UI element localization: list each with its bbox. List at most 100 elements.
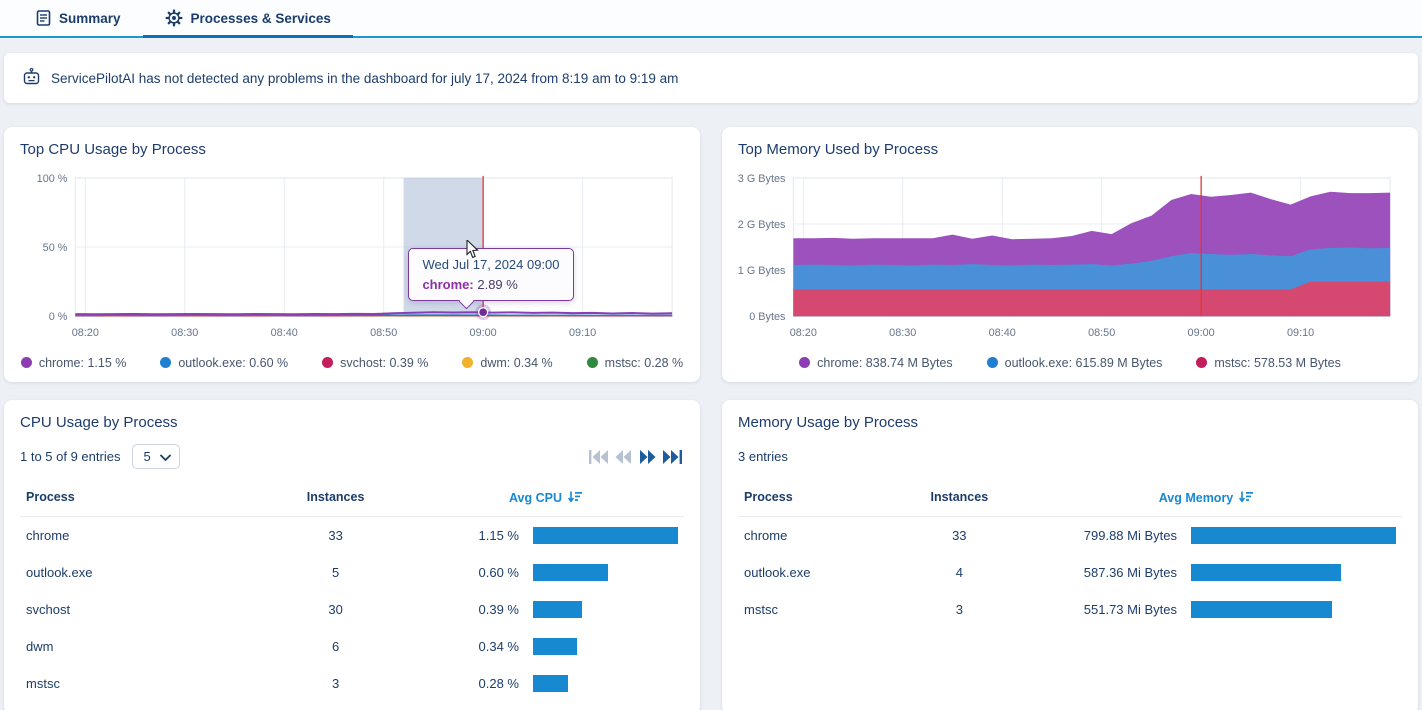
tooltip-date: Wed Jul 17, 2024 09:00	[422, 257, 560, 272]
svg-text:2 G Bytes: 2 G Bytes	[738, 219, 786, 231]
legend-item[interactable]: mstsc: 578.53 M Bytes	[1196, 356, 1341, 370]
svg-text:3 G Bytes: 3 G Bytes	[738, 173, 786, 185]
sort-descending-icon	[567, 490, 582, 506]
panel-grid: Top CPU Usage by Process 100 % 50 % 0 % 08:…	[4, 127, 1418, 710]
cpu-table-header: Process Instances Avg CPU	[20, 479, 684, 517]
mem-table-toolbar: 3 entries	[738, 441, 1402, 473]
process-name: chrome	[26, 527, 70, 543]
process-name: chrome	[744, 527, 788, 543]
svg-text:08:30: 08:30	[171, 327, 198, 339]
svg-text:08:20: 08:20	[790, 327, 817, 339]
legend-dot-icon	[586, 357, 598, 369]
value-bar	[533, 600, 583, 618]
tab-processes-services[interactable]: Processes & Services	[142, 0, 354, 38]
legend-label: outlook.exe: 0.60 %	[178, 355, 289, 370]
svg-text:08:40: 08:40	[989, 327, 1016, 339]
cpu-header-avg-cpu[interactable]: Avg CPU	[413, 490, 678, 506]
table-row: outlook.exe 5 0.60 %	[20, 554, 684, 591]
svg-text:0 Bytes: 0 Bytes	[749, 311, 786, 323]
table-row: mstsc 3 0.28 %	[20, 665, 684, 702]
legend-item[interactable]: dwm: 0.34 %	[462, 356, 553, 370]
cpu-usage-line-chart[interactable]: 100 % 50 % 0 % 08:20 08:30 08:40 08:50 09:00 09:…	[20, 168, 684, 350]
process-name: mstsc	[744, 601, 778, 617]
memory-stacked-area-chart[interactable]: 3 G Bytes 2 G Bytes 1 G Bytes 0 Bytes 08:20 0…	[738, 168, 1402, 350]
legend-dot-icon	[322, 357, 334, 369]
value-bar	[533, 674, 568, 692]
tab-processes-label: Processes & Services	[190, 10, 331, 26]
legend-item[interactable]: chrome: 838.74 M Bytes	[799, 355, 953, 370]
instances: 6	[331, 638, 340, 654]
table-row: dwm 6 0.34 %	[20, 628, 684, 665]
svg-text:09:00: 09:00	[470, 327, 497, 339]
legend-item[interactable]: svchost: 0.39 %	[322, 356, 428, 370]
legend-item[interactable]: mstsc: 0.28 %	[586, 355, 684, 370]
instances: 30	[328, 601, 343, 617]
legend-label: chrome: 838.74 M Bytes	[817, 355, 953, 370]
legend-label: mstsc: 0.28 %	[604, 355, 684, 370]
summary-document-icon	[36, 10, 51, 26]
tab-summary[interactable]: Summary	[14, 0, 143, 36]
process-name: mstsc	[26, 675, 60, 691]
table-row: mstsc 3 551.73 Mi Bytes	[738, 591, 1402, 628]
legend-label: outlook.exe: 615.89 M Bytes	[1004, 355, 1163, 370]
instances: 3	[955, 601, 963, 617]
cpu-table-title: CPU Usage by Process	[20, 413, 178, 431]
avg-cpu-value: 0.28 %	[478, 675, 519, 691]
svg-text:08:40: 08:40	[271, 327, 298, 339]
svg-text:08:50: 08:50	[370, 327, 397, 339]
tab-summary-label: Summary	[59, 10, 121, 26]
previous-page-button[interactable]	[613, 449, 634, 465]
mouse-cursor-icon	[466, 238, 480, 264]
legend-label: svchost: 0.39 %	[340, 355, 429, 370]
memory-chart-area[interactable]: 3 G Bytes 2 G Bytes 1 G Bytes 0 Bytes 08:20 0…	[738, 168, 1402, 350]
table-row: chrome 33 799.88 Mi Bytes	[738, 517, 1402, 554]
avg-memory-value: 799.88 Mi Bytes	[1083, 527, 1177, 543]
avg-cpu-value: 0.60 %	[478, 564, 519, 580]
first-page-button[interactable]	[587, 449, 610, 465]
svg-text:08:30: 08:30	[889, 327, 916, 339]
cpu-header-process: Process	[26, 489, 75, 504]
value-bar	[533, 563, 609, 581]
legend-dot-icon	[462, 357, 474, 369]
legend-item[interactable]: chrome: 1.15 %	[20, 356, 126, 370]
instances: 4	[955, 564, 963, 580]
avg-cpu-value: 0.34 %	[478, 638, 519, 654]
tooltip-series-label: chrome:	[422, 277, 474, 292]
cpu-usage-table-panel: CPU Usage by Process 1 to 5 of 9 entries…	[4, 399, 700, 710]
top-cpu-usage-title: Top CPU Usage by Process	[20, 141, 206, 158]
svg-text:09:10: 09:10	[569, 327, 596, 339]
top-memory-used-title: Top Memory Used by Process	[738, 141, 939, 158]
process-name: outlook.exe	[744, 564, 811, 580]
mem-table-title: Memory Usage by Process	[738, 413, 919, 431]
svg-text:0 %: 0 %	[49, 311, 68, 323]
avg-cpu-value: 0.39 %	[478, 601, 519, 617]
table-row: svchost 30 0.39 %	[20, 591, 684, 628]
value-bar	[533, 526, 678, 544]
mem-header-avg-memory[interactable]: Avg Memory	[1016, 490, 1396, 506]
table-row: chrome 33 1.15 %	[20, 517, 684, 554]
legend-item[interactable]: outlook.exe: 0.60 %	[160, 356, 288, 370]
next-page-button[interactable]	[637, 449, 658, 465]
top-memory-used-panel: Top Memory Used by Process 3 G Bytes 2 G …	[722, 127, 1418, 382]
page-size-select[interactable]: 5	[132, 444, 181, 470]
legend-dot-icon	[1196, 357, 1208, 369]
cpu-entries-text: 1 to 5 of 9 entries	[20, 449, 121, 465]
cpu-chart-area[interactable]: 100 % 50 % 0 % 08:20 08:30 08:40 08:50 09:00 09:…	[20, 168, 684, 350]
svg-text:08:20: 08:20	[72, 327, 99, 339]
process-name: svchost	[26, 601, 71, 617]
legend-item[interactable]: outlook.exe: 615.89 M Bytes	[986, 355, 1163, 370]
top-cpu-usage-panel: Top CPU Usage by Process 100 % 50 % 0 % 08:…	[4, 127, 700, 382]
pagination	[587, 449, 684, 465]
mem-table-header: Process Instances Avg Memory	[738, 479, 1402, 517]
last-page-button[interactable]	[661, 449, 684, 465]
process-name: outlook.exe	[26, 564, 93, 580]
instances: 33	[328, 527, 343, 543]
memory-chart-legend: chrome: 838.74 M Bytes outlook.exe: 615.8…	[738, 356, 1402, 370]
tab-bar: Summary Processes & Services	[0, 0, 1422, 38]
avg-memory-value: 551.73 Mi Bytes	[1083, 601, 1177, 617]
legend-dot-icon	[160, 357, 172, 369]
cpu-table-toolbar: 1 to 5 of 9 entries 5	[20, 441, 684, 473]
mem-header-instances: Instances	[930, 489, 989, 504]
process-name: dwm	[26, 638, 54, 654]
value-bar	[1190, 600, 1333, 618]
